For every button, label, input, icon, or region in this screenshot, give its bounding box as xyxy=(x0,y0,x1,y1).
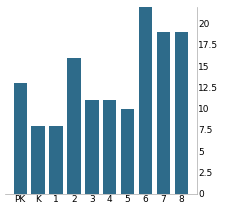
Bar xyxy=(121,109,134,194)
Bar xyxy=(175,32,188,194)
Bar xyxy=(31,126,45,194)
Bar xyxy=(103,100,116,194)
Bar xyxy=(85,100,99,194)
Bar xyxy=(67,58,81,194)
Bar xyxy=(139,7,152,194)
Bar xyxy=(49,126,63,194)
Bar xyxy=(157,32,170,194)
Bar xyxy=(13,83,27,194)
